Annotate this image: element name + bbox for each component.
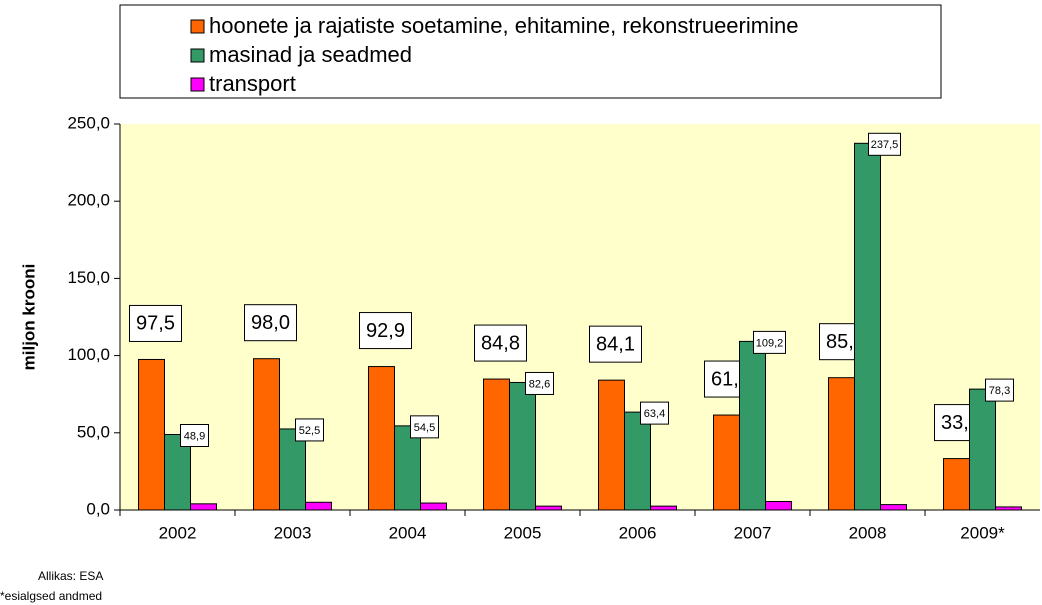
y-axis-label: miljon krooni — [19, 264, 38, 371]
bar — [190, 503, 217, 511]
y-tick-label: 50,0 — [77, 422, 110, 441]
bar — [509, 381, 536, 511]
x-tick-label: 2007 — [734, 523, 772, 542]
x-tick-label: 2005 — [504, 523, 542, 542]
bar — [880, 504, 907, 511]
legend-swatch — [190, 77, 205, 92]
bar — [969, 388, 996, 511]
value-label: 98,0 — [251, 312, 290, 334]
bar — [368, 366, 395, 511]
value-label-box — [868, 132, 901, 156]
bar — [765, 501, 792, 511]
bar — [394, 425, 421, 511]
x-tick-label: 2009* — [960, 523, 1005, 542]
bar — [739, 340, 766, 511]
legend-label: transport — [209, 71, 296, 96]
y-tick-label: 200,0 — [67, 191, 110, 210]
value-label-box — [753, 330, 786, 354]
legend-swatch — [190, 48, 205, 63]
bar — [598, 379, 625, 511]
footnote: *esialgsed andmed — [0, 589, 102, 603]
value-label-box — [640, 401, 669, 425]
x-tick-label: 2008 — [849, 523, 887, 542]
bar — [624, 411, 651, 511]
value-label-box — [589, 325, 642, 363]
x-tick-label: 2006 — [619, 523, 657, 542]
value-label-box — [410, 415, 439, 439]
value-label: 82,6 — [529, 378, 550, 390]
legend-label: masinad ja seadmed — [209, 42, 412, 67]
x-tick-label: 2002 — [159, 523, 197, 542]
bar — [943, 458, 970, 511]
y-tick-label: 0,0 — [86, 499, 110, 518]
bar — [279, 428, 306, 511]
legend-swatch — [190, 19, 205, 34]
value-label-box — [295, 418, 324, 442]
value-label: 237,5 — [871, 139, 899, 151]
x-tick-label: 2003 — [274, 523, 312, 542]
bar — [253, 358, 280, 511]
y-tick-label: 150,0 — [67, 268, 110, 287]
value-label: 78,3 — [989, 385, 1010, 397]
legend-label: hoonete ja rajatiste soetamine, ehitamin… — [209, 13, 798, 38]
value-label: 48,9 — [184, 430, 205, 442]
value-label: 52,5 — [299, 425, 320, 437]
x-tick-label: 2004 — [389, 523, 427, 542]
value-label-box — [525, 371, 554, 395]
value-label-box — [474, 324, 527, 362]
value-label: 109,2 — [756, 337, 784, 349]
value-label: 84,8 — [481, 332, 520, 354]
y-tick-label: 250,0 — [67, 113, 110, 132]
value-label: 92,9 — [366, 320, 405, 342]
bar — [854, 142, 881, 511]
legend — [119, 4, 942, 99]
bar — [713, 414, 740, 511]
value-label-box — [129, 304, 182, 342]
y-tick-label: 100,0 — [67, 345, 110, 364]
value-label: 63,4 — [644, 408, 665, 420]
bar — [535, 505, 562, 511]
value-label-box — [180, 423, 209, 447]
bar — [420, 502, 447, 511]
value-label-box — [244, 304, 297, 342]
bar — [483, 378, 510, 511]
value-label-box — [985, 378, 1014, 402]
value-label-box — [359, 312, 412, 350]
bar — [828, 377, 855, 511]
source-note: Allikas: ESA — [38, 569, 103, 583]
value-label: 54,5 — [414, 422, 435, 434]
bar — [650, 505, 677, 511]
value-label: 84,1 — [596, 333, 635, 355]
bar — [305, 501, 332, 511]
value-label: 97,5 — [136, 313, 175, 335]
bar — [138, 358, 165, 511]
